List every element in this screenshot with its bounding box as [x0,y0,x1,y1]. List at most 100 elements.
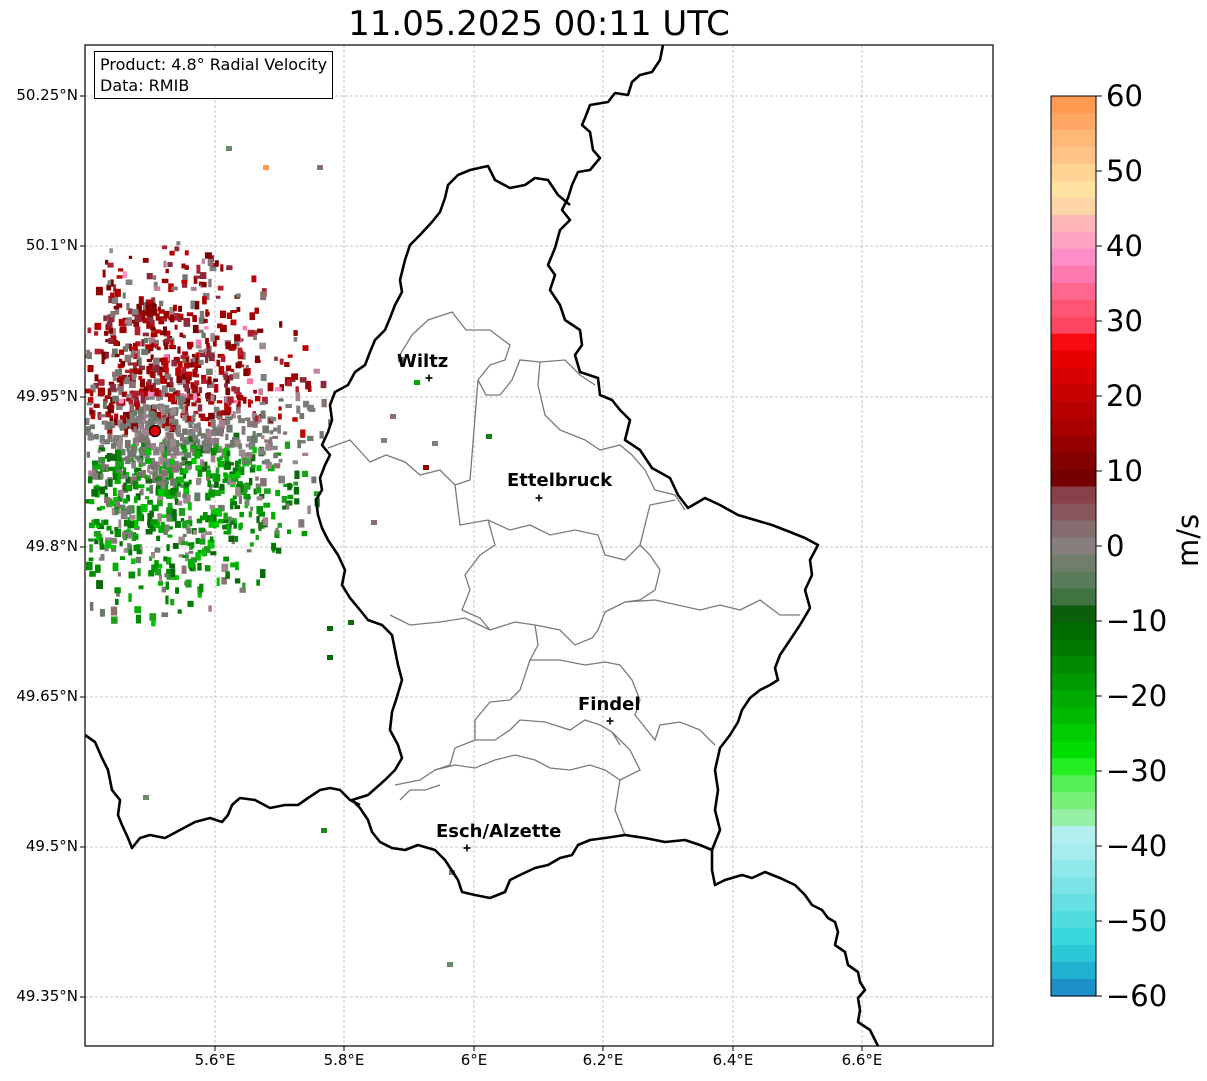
echo-cell [182,428,188,435]
echo-cell [162,415,169,423]
echo-cell [193,410,199,415]
echo-cell [254,415,259,422]
echo-cell [106,284,112,291]
echo-cell [182,520,187,529]
colorbar-tick: −50 [1106,904,1168,938]
echo-cell [176,358,180,364]
echo-cell [213,520,220,528]
echo-cell [179,332,184,338]
echo-cell [160,375,165,384]
echo-cell [297,439,301,449]
echo-cell [96,484,100,492]
echo-cell [177,361,183,368]
echo-cell [100,473,104,480]
echo-cell [231,386,236,392]
echo-cell [95,533,103,541]
map-background [85,45,993,1046]
echo-cell [234,460,240,467]
echo-cell [150,354,154,360]
echo-cell [251,413,258,418]
echo-cell [125,484,133,492]
echo-cell [262,517,269,526]
colorbar-band [1051,843,1096,861]
echo-cell [166,507,174,516]
echo-cell [303,400,310,408]
echo-cell [138,459,142,464]
echo-cell [198,317,205,324]
echo-cell [205,393,211,399]
echo-cell [163,528,168,535]
echo-cell [135,493,141,501]
echo-cell [198,329,204,334]
echo-cell [209,504,215,510]
lon-tick: 5.6°E [194,1051,236,1069]
echo-cell [226,146,232,151]
echo-cell [113,473,118,480]
echo-cell [192,413,196,417]
echo-cell [114,528,122,537]
echo-cell [226,406,232,414]
echo-cell [102,269,106,278]
echo-cell [276,547,282,554]
echo-cell [96,580,103,589]
echo-cell [237,481,243,486]
echo-cell [165,595,169,605]
echo-cell [109,248,113,254]
echo-cell [219,455,224,460]
echo-cell [190,417,195,421]
echo-cell [166,491,173,499]
echo-cell [140,422,144,431]
echo-cell [189,431,196,437]
echo-cell [135,614,141,624]
echo-cell [182,440,188,445]
echo-cell [119,377,124,386]
echo-cell [143,795,149,800]
echo-cell [133,322,140,327]
echo-cell [149,416,156,420]
echo-cell [92,472,99,480]
echo-cell [164,343,169,350]
echo-cell [235,488,241,497]
echo-cell [145,302,152,312]
echo-cell [165,476,169,481]
echo-cell [126,494,130,502]
echo-cell [145,383,150,391]
echo-cell [225,341,231,350]
echo-cell [185,357,189,362]
echo-cell [179,402,183,410]
echo-cell [88,557,94,562]
echo-cell [89,424,95,430]
echo-cell [249,467,256,473]
echo-cell [108,338,114,344]
echo-cell [262,425,269,434]
echo-cell [208,421,212,427]
echo-cell [124,319,132,324]
echo-cell [327,626,333,631]
echo-cell [128,593,132,602]
echo-cell [126,528,131,532]
echo-cell [143,429,150,436]
echo-cell [238,418,245,424]
echo-cell [204,252,212,259]
echo-cell [140,394,146,404]
echo-cell [116,440,123,450]
echo-cell [165,458,171,468]
echo-cell [162,422,168,429]
echo-cell [205,337,209,345]
echo-cell [173,391,177,395]
echo-cell [204,461,208,467]
echo-cell [154,568,162,576]
echo-cell [181,279,188,284]
echo-cell [114,475,121,484]
echo-cell [167,409,173,413]
echo-cell [177,381,183,386]
echo-cell [107,262,114,268]
echo-cell [188,421,193,428]
echo-cell [151,328,157,333]
echo-cell [211,262,218,267]
echo-cell [177,346,181,354]
echo-cell [194,365,198,372]
echo-cell [258,447,265,456]
echo-cell [218,366,225,375]
echo-cell [132,437,137,445]
